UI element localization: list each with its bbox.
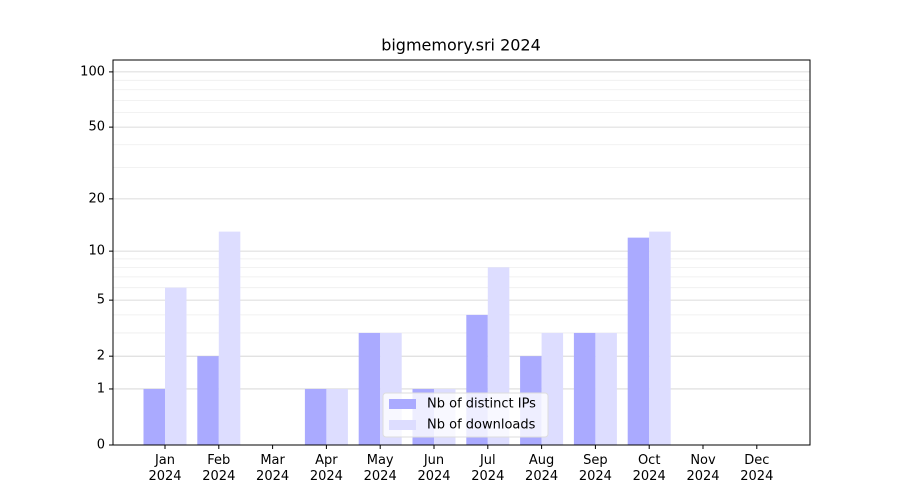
- y-tick-label: 10: [88, 244, 105, 259]
- y-tick-label: 0: [97, 438, 105, 453]
- bar: [595, 332, 617, 445]
- bar: [304, 388, 327, 445]
- bar: [143, 388, 165, 445]
- x-tick-label: Feb 2024: [202, 453, 236, 484]
- x-tick-label: Sep 2024: [578, 453, 612, 484]
- bar: [649, 231, 671, 445]
- x-tick-label: Apr 2024: [309, 453, 343, 484]
- y-tick-label: 100: [80, 64, 105, 79]
- x-tick-label: Jul 2024: [471, 453, 505, 484]
- legend-swatch: [389, 420, 416, 430]
- x-tick-label: Mar 2024: [256, 453, 290, 484]
- y-tick-label: 5: [97, 293, 105, 308]
- bar: [218, 231, 241, 445]
- legend-box: [382, 392, 549, 438]
- y-tick-label: 50: [88, 120, 105, 135]
- plot-frame: [112, 59, 811, 446]
- bar: [573, 332, 596, 445]
- x-tick-label: Jun 2024: [417, 453, 451, 484]
- y-tick-label: 1: [97, 381, 105, 396]
- x-tick-label: Nov 2024: [686, 453, 720, 484]
- y-tick-label: 20: [88, 191, 105, 206]
- x-tick-label: Dec 2024: [740, 453, 774, 484]
- x-tick-label: Aug 2024: [525, 453, 559, 484]
- bar: [358, 332, 381, 445]
- legend-label: Nb of distinct IPs: [427, 397, 536, 412]
- bar: [326, 388, 348, 445]
- x-tick-label: May 2024: [363, 453, 397, 484]
- legend-swatch: [389, 399, 416, 409]
- bar: [165, 287, 187, 445]
- legend-label: Nb of downloads: [427, 418, 536, 433]
- x-tick-label: Oct 2024: [632, 453, 666, 484]
- y-tick-label: 2: [97, 349, 105, 364]
- bar: [627, 237, 650, 445]
- bar: [197, 356, 219, 445]
- chart-title: bigmemory.sri 2024: [381, 36, 541, 55]
- x-tick-label: Jan 2024: [148, 453, 182, 484]
